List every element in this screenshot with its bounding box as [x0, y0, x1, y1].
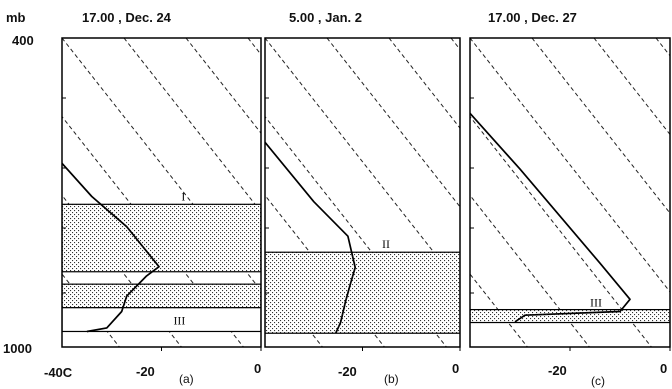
panel-c-title: 17.00 , Dec. 27 — [488, 10, 577, 25]
panel-a-x-tick-label-1: -40C — [44, 365, 73, 380]
y-axis-unit-label: mb — [6, 10, 26, 25]
panel-c-plot-area: III — [470, 38, 670, 347]
panel-c-layer-band — [470, 308, 670, 324]
panel-b-x-tick-label-2: 0 — [452, 361, 459, 376]
panel-b-adiabat-line — [326, 38, 460, 208]
y-tick-top-label: 400 — [12, 33, 34, 48]
panel-b: 5.00 , Jan. 2 II -20 0 (b) — [264, 10, 461, 386]
y-tick-bottom-label: 1000 — [3, 341, 32, 356]
panel-a-layer-band — [62, 307, 261, 333]
panel-c-layer-label: III — [590, 296, 602, 310]
panel-b-title: 5.00 , Jan. 2 — [289, 10, 362, 25]
panel-a-layer-label: I — [181, 189, 185, 203]
panel-c-adiabat-line — [531, 38, 670, 214]
panel-a-temperature-profile — [62, 162, 160, 333]
panel-c-label: (c) — [591, 374, 605, 388]
panel-b-x-tick-label-1: -20 — [338, 364, 357, 379]
panel-a-adiabat-line — [185, 38, 261, 135]
panel-b-adiabat-line — [388, 38, 460, 129]
panel-c-temperature-profile — [470, 112, 631, 323]
panel-c: 17.00 , Dec. 27 III -20 0 (c) — [469, 10, 671, 388]
panel-c-x-tick-label-1: -20 — [548, 363, 567, 378]
panel-a-adiabat-line — [123, 38, 261, 213]
panel-a-label: (a) — [179, 372, 194, 386]
panel-b-layer-label: II — [382, 237, 390, 251]
panel-c-frame — [469, 37, 671, 348]
panel-b-temperature-profile — [265, 141, 357, 334]
panel-a-layer-band — [62, 283, 261, 309]
panel-a-x-tick-label-3: 0 — [254, 361, 261, 376]
panel-b-label: (b) — [384, 372, 399, 386]
panel-c-adiabat-line — [593, 38, 670, 136]
panel-a-adiabat-line — [62, 38, 261, 292]
panel-c-adiabat-line — [470, 38, 670, 293]
panel-b-layer-band — [265, 251, 460, 334]
panel-a-x-tick-label-2: -20 — [136, 364, 155, 379]
panel-a-title: 17.00 , Dec. 24 — [82, 10, 172, 25]
panel-b-adiabat-line — [265, 38, 460, 287]
panel-a-layer-band — [62, 203, 261, 273]
panel-c-x-tick-label-2: 0 — [660, 361, 667, 376]
panel-b-plot-area: II — [265, 38, 460, 347]
panel-a-layer-label: III — [173, 314, 185, 328]
